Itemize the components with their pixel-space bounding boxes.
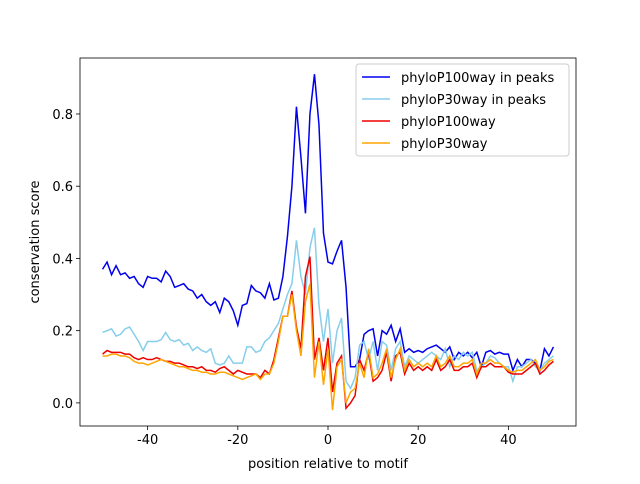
legend: phyloP100way in peaks phyloP30way in peak…	[355, 63, 570, 157]
x-tick-label: -20	[227, 433, 248, 448]
legend-label: phyloP100way	[401, 115, 496, 130]
x-tick-label: 40	[500, 433, 517, 448]
x-tick-label: -40	[137, 433, 158, 448]
y-tick-label: 0.6	[52, 180, 73, 195]
series-line	[102, 283, 554, 411]
y-tick-label: 0.0	[52, 397, 73, 412]
x-axis-label: position relative to motif	[248, 457, 408, 472]
y-tick-label: 0.2	[52, 325, 73, 340]
legend-box	[355, 63, 570, 157]
legend-label: phyloP100way in peaks	[401, 71, 555, 86]
x-tick-label: 20	[410, 433, 427, 448]
series-line	[102, 256, 554, 411]
plot-frame	[79, 57, 577, 427]
y-axis-label: conservation score	[28, 180, 43, 303]
series-line	[101, 74, 555, 373]
legend-label: phyloP30way	[401, 137, 488, 152]
y-tick-label: 0.8	[52, 108, 73, 123]
legend-label: phyloP30way in peaks	[401, 93, 546, 108]
x-tick-label: 0	[324, 433, 332, 448]
y-tick-label: 0.4	[52, 252, 73, 267]
